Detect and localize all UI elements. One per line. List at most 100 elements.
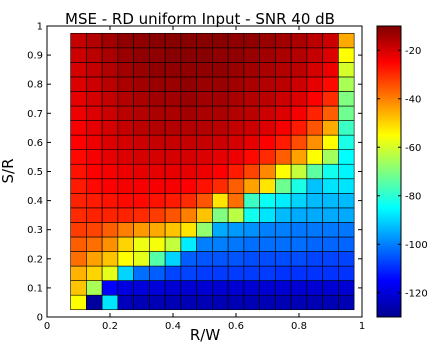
y-axis-ticks: 0 0.1 0.2 0.3 0.4 0.5 0.6 0.7 0.8 0.9 1: [27, 22, 362, 324]
heatmap-cell: [86, 251, 103, 267]
heatmap-cell: [227, 265, 245, 281]
heatmap-cell: [70, 105, 87, 121]
heatmap-cell: [86, 149, 103, 165]
heatmap-cell: [259, 105, 276, 121]
heatmap-cell: [70, 76, 87, 92]
y-tick-label: 0: [37, 313, 43, 324]
heatmap-cell: [196, 47, 213, 63]
heatmap-cell: [227, 32, 245, 49]
heatmap-cell: [338, 62, 355, 78]
heatmap-cell: [243, 105, 260, 121]
heatmap-cell: [149, 193, 166, 209]
heatmap-cell: [70, 207, 87, 223]
heatmap-cell: [275, 32, 292, 49]
heatmap-cell: [227, 178, 245, 194]
heatmap-cell: [212, 105, 229, 121]
heatmap-cell: [338, 251, 355, 267]
heatmap-cell: [275, 149, 292, 165]
heatmap-cell: [338, 280, 355, 296]
heatmap-cell: [86, 222, 103, 238]
heatmap-cell: [259, 134, 276, 150]
heatmap-cell: [290, 193, 308, 209]
heatmap-cell: [149, 149, 166, 165]
heatmap-cell: [196, 193, 213, 209]
heatmap-cell: [149, 236, 166, 252]
y-tick-label: 0.6: [27, 138, 43, 149]
heatmap-cell: [133, 178, 150, 194]
heatmap-cell: [338, 32, 355, 49]
heatmap-cell: [196, 105, 213, 121]
heatmap-cell: [338, 47, 355, 63]
heatmap-cell: [259, 207, 276, 223]
heatmap-cell: [243, 134, 260, 150]
heatmap-cell: [322, 265, 339, 281]
heatmap-cell: [275, 280, 292, 296]
heatmap-cell: [290, 222, 308, 238]
heatmap-cell: [117, 32, 134, 49]
heatmap-cell: [133, 163, 150, 180]
heatmap-cell: [180, 207, 197, 223]
heatmap-cell: [322, 178, 339, 194]
heatmap-cell: [180, 193, 197, 209]
heatmap-cell: [259, 251, 276, 267]
heatmap-cell: [306, 32, 323, 49]
heatmap-cell: [259, 294, 276, 311]
heatmap-cell: [290, 280, 308, 296]
heatmap-cell: [259, 193, 276, 209]
heatmap-cell: [117, 294, 134, 311]
heatmap-cell: [133, 236, 150, 252]
heatmap-cell: [164, 294, 182, 311]
colorbar-tick-label: -120: [405, 288, 427, 299]
heatmap-cell: [101, 120, 119, 136]
heatmap-cell: [70, 178, 87, 194]
heatmap-cell: [322, 47, 339, 63]
heatmap-cell: [101, 105, 119, 121]
heatmap-cell: [101, 91, 119, 107]
heatmap-cell: [70, 163, 87, 180]
heatmap-cell: [322, 62, 339, 78]
heatmap-cell: [101, 207, 119, 223]
heatmap-cell: [164, 105, 182, 121]
heatmap-cell: [306, 294, 323, 311]
heatmap-cell: [117, 193, 134, 209]
heatmap-cell: [117, 163, 134, 180]
heatmap-cell: [259, 120, 276, 136]
heatmap-cell: [227, 120, 245, 136]
x-tick-label: 0: [44, 321, 50, 332]
heatmap-cell: [196, 91, 213, 107]
heatmap-cell: [275, 120, 292, 136]
y-tick-label: 0.5: [27, 167, 43, 178]
heatmap-cell: [164, 120, 182, 136]
y-tick-label: 0.8: [27, 80, 43, 91]
heatmap-cell: [290, 32, 308, 49]
heatmap-cell: [196, 62, 213, 78]
heatmap-cell: [70, 120, 87, 136]
heatmap-cell: [322, 134, 339, 150]
heatmap-cell: [180, 178, 197, 194]
heatmap-cell: [117, 251, 134, 267]
heatmap-cell: [196, 76, 213, 92]
heatmap-cell: [322, 149, 339, 165]
colorbar-tick-label: -80: [405, 191, 421, 202]
heatmap-cell: [275, 62, 292, 78]
heatmap-cell: [149, 178, 166, 194]
heatmap-cell: [117, 91, 134, 107]
heatmap-cell: [196, 149, 213, 165]
heatmap-cell: [259, 91, 276, 107]
heatmap-cell: [196, 134, 213, 150]
heatmap-cell: [180, 134, 197, 150]
heatmap-cell: [117, 280, 134, 296]
y-tick-label: 0.4: [27, 196, 43, 207]
heatmap-cell: [338, 91, 355, 107]
heatmap-cell: [196, 207, 213, 223]
heatmap-cell: [290, 265, 308, 281]
heatmap-cell: [275, 163, 292, 180]
heatmap-cell: [149, 163, 166, 180]
heatmap-cell: [290, 91, 308, 107]
heatmap-cell: [322, 105, 339, 121]
heatmap-cell: [243, 207, 260, 223]
heatmap-cell: [180, 47, 197, 63]
x-tick-label: 0.4: [165, 321, 181, 332]
heatmap-cell: [212, 265, 229, 281]
heatmap-cell: [243, 47, 260, 63]
